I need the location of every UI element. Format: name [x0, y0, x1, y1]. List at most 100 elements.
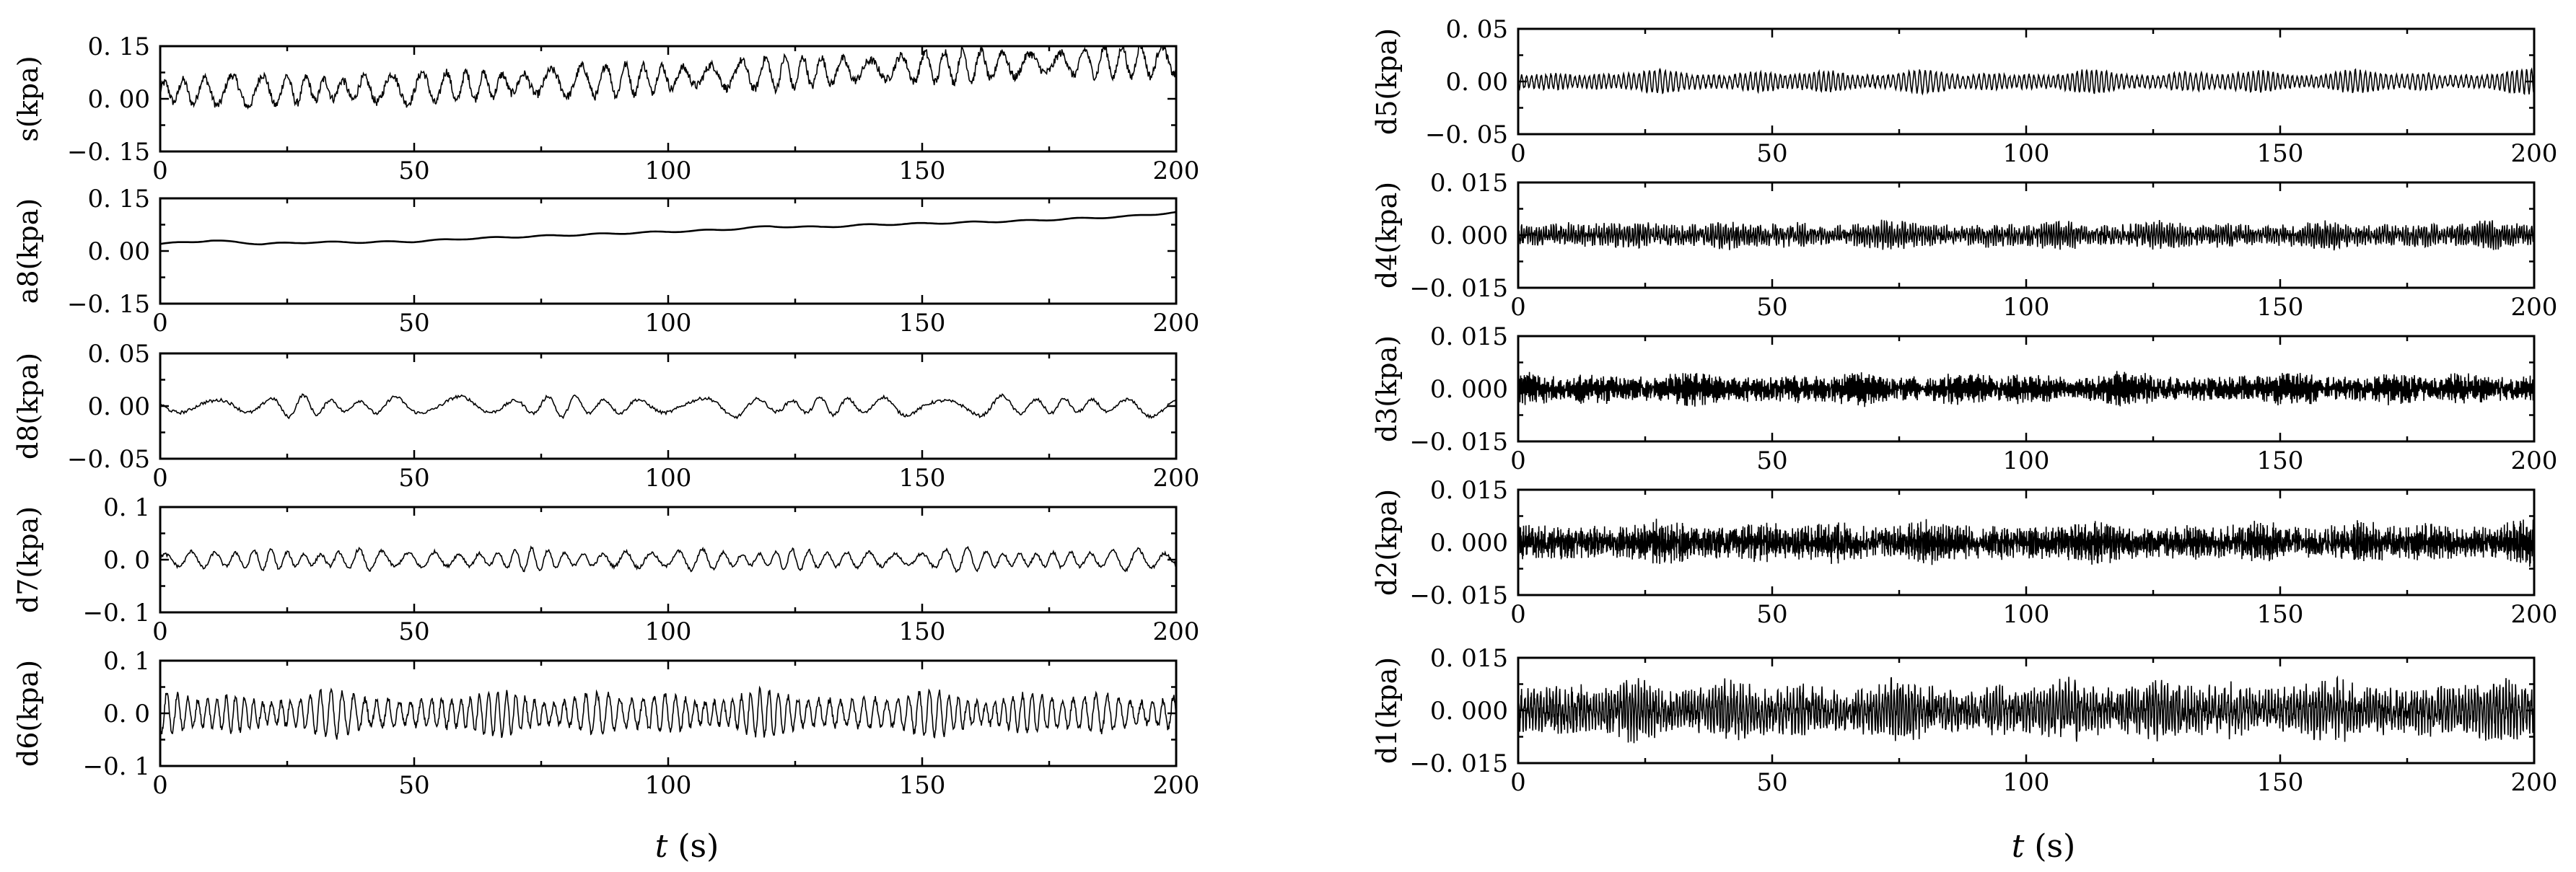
series-line-d2 — [1518, 519, 2534, 567]
x-tick-label-a8-3: 150 — [899, 309, 946, 338]
y-axis-label-d7: d7(kpa) — [12, 506, 44, 613]
y-tick-label-d4-0: 0. 015 — [1430, 169, 1508, 198]
series-line-d1 — [1518, 675, 2534, 744]
x-tick-label-d5-3: 150 — [2257, 139, 2304, 168]
x-tick-label-a8-4: 200 — [1153, 309, 1200, 338]
x-tick-label-d3-3: 150 — [2257, 446, 2304, 475]
y-tick-label-s-1: 0. 00 — [87, 85, 150, 114]
x-tick-label-d8-4: 200 — [1153, 464, 1200, 493]
panel-a8: 0 50 100 150 200 0. 15 0. 00 −0. 15 a8(kpa) — [12, 185, 1199, 338]
x-tick-label-a8-0: 0 — [152, 309, 168, 338]
x-tick-label-d3-0: 0 — [1510, 446, 1526, 475]
y-tick-label-d4-2: −0. 015 — [1409, 274, 1508, 303]
x-tick-label-d8-0: 0 — [152, 464, 168, 493]
y-tick-label-d5-1: 0. 00 — [1445, 68, 1508, 97]
x-axis-title-right: t (s) — [2012, 828, 2076, 865]
x-tick-label-d1-1: 50 — [1756, 768, 1787, 797]
y-axis-label-d6: d6(kpa) — [12, 660, 44, 767]
x-axis-title-right-var: t — [2012, 828, 2025, 865]
series-line-d5 — [1518, 67, 2534, 96]
series-line-s — [160, 46, 1176, 110]
x-tick-label-d3-2: 100 — [2003, 446, 2050, 475]
y-tick-label-d7-1: 0. 0 — [103, 546, 150, 575]
y-tick-label-d6-1: 0. 0 — [103, 700, 150, 728]
panel-d5: 0 50 100 150 200 0. 05 0. 00 −0. 05 d5(kpa) — [1371, 15, 2557, 168]
y-axis-label-d5: d5(kpa) — [1371, 28, 1403, 135]
x-tick-label-s-4: 200 — [1153, 157, 1200, 185]
x-tick-label-d5-2: 100 — [2003, 139, 2050, 168]
series-line-d6 — [160, 685, 1176, 740]
y-axis-label-a8: a8(kpa) — [12, 198, 44, 304]
y-tick-label-a8-2: −0. 15 — [67, 290, 150, 319]
x-axis-title-left-unit: (s) — [667, 828, 719, 865]
y-axis-label-d1: d1(kpa) — [1371, 657, 1403, 764]
y-tick-label-d1-1: 0. 000 — [1430, 697, 1508, 726]
y-tick-label-d8-1: 0. 00 — [87, 392, 150, 421]
x-tick-label-d2-2: 100 — [2003, 600, 2050, 629]
y-tick-label-d7-0: 0. 1 — [103, 493, 150, 522]
x-tick-label-d2-1: 50 — [1756, 600, 1787, 629]
y-tick-label-a8-0: 0. 15 — [87, 185, 150, 213]
x-tick-label-d7-4: 200 — [1153, 617, 1200, 646]
x-tick-label-d7-1: 50 — [398, 617, 429, 646]
x-tick-label-s-3: 150 — [899, 157, 946, 185]
y-axis-label-d4: d4(kpa) — [1371, 182, 1403, 289]
y-tick-label-d3-2: −0. 015 — [1409, 428, 1508, 457]
y-tick-label-d1-2: −0. 015 — [1409, 749, 1508, 778]
x-tick-label-d2-4: 200 — [2511, 600, 2558, 629]
series-line-a8 — [160, 211, 1176, 246]
x-tick-label-d8-3: 150 — [899, 464, 946, 493]
x-tick-label-d8-1: 50 — [398, 464, 429, 493]
x-tick-label-d4-4: 200 — [2511, 293, 2558, 322]
x-tick-label-s-1: 50 — [398, 157, 429, 185]
x-tick-label-d7-3: 150 — [899, 617, 946, 646]
x-tick-label-d2-0: 0 — [1510, 600, 1526, 629]
y-tick-label-d5-0: 0. 05 — [1445, 15, 1508, 44]
x-tick-label-d5-4: 200 — [2511, 139, 2558, 168]
x-tick-label-d4-3: 150 — [2257, 293, 2304, 322]
x-tick-label-d1-2: 100 — [2003, 768, 2050, 797]
y-tick-label-d2-1: 0. 000 — [1430, 529, 1508, 558]
x-tick-label-d6-0: 0 — [152, 771, 168, 800]
x-tick-label-d7-2: 100 — [645, 617, 692, 646]
panel-s: 0 50 100 150 200 0. 15 0. 00 −0. 15 s(kpa) — [12, 32, 1199, 185]
plot-frame-a8 — [159, 197, 1178, 305]
y-axis-label-d8: d8(kpa) — [12, 353, 44, 459]
x-tick-label-d6-2: 100 — [645, 771, 692, 800]
y-tick-label-s-0: 0. 15 — [87, 32, 150, 61]
x-tick-label-d4-1: 50 — [1756, 293, 1787, 322]
x-tick-label-d5-0: 0 — [1510, 139, 1526, 168]
x-tick-label-d1-3: 150 — [2257, 768, 2304, 797]
y-tick-label-s-2: −0. 15 — [67, 138, 150, 167]
y-axis-label-d2: d2(kpa) — [1371, 489, 1403, 596]
x-tick-label-d3-1: 50 — [1756, 446, 1787, 475]
series-line-d3 — [1518, 371, 2534, 408]
x-tick-label-d3-4: 200 — [2511, 446, 2558, 475]
x-tick-label-d8-2: 100 — [645, 464, 692, 493]
y-tick-label-d5-2: −0. 05 — [1425, 120, 1508, 149]
x-tick-label-a8-1: 50 — [398, 309, 429, 338]
y-tick-label-d8-2: −0. 05 — [67, 445, 150, 474]
x-tick-label-d5-1: 50 — [1756, 139, 1787, 168]
x-tick-label-d6-3: 150 — [899, 771, 946, 800]
y-tick-label-d3-1: 0. 000 — [1430, 375, 1508, 404]
y-axis-label-d3: d3(kpa) — [1371, 335, 1403, 442]
y-tick-label-d6-2: −0. 1 — [83, 752, 150, 781]
x-tick-label-d1-4: 200 — [2511, 768, 2558, 797]
y-tick-label-d2-2: −0. 015 — [1409, 581, 1508, 610]
x-tick-label-a8-2: 100 — [645, 309, 692, 338]
y-tick-label-d2-0: 0. 015 — [1430, 476, 1508, 505]
x-tick-label-d7-0: 0 — [152, 617, 168, 646]
x-tick-label-d6-4: 200 — [1153, 771, 1200, 800]
x-tick-label-d2-3: 150 — [2257, 600, 2304, 629]
panel-d6: 0 50 100 150 200 0. 1 0. 0 −0. 1 d6(kpa) — [12, 647, 1199, 800]
plot-frame-d8 — [159, 352, 1178, 460]
y-tick-label-d1-0: 0. 015 — [1430, 644, 1508, 673]
x-tick-label-d6-1: 50 — [398, 771, 429, 800]
y-tick-label-d3-0: 0. 015 — [1430, 322, 1508, 351]
y-tick-label-d6-0: 0. 1 — [103, 647, 150, 676]
series-line-d7 — [160, 545, 1176, 573]
